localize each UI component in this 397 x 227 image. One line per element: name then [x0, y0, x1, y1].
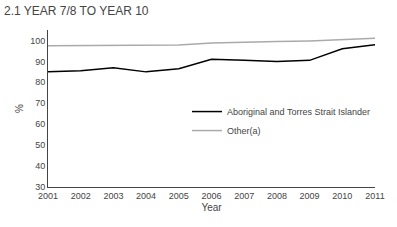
svg-text:2009: 2009 [300, 191, 320, 201]
svg-text:90: 90 [35, 57, 45, 67]
svg-text:2005: 2005 [169, 191, 189, 201]
svg-text:40: 40 [35, 161, 45, 171]
svg-text:2003: 2003 [103, 191, 123, 201]
svg-text:80: 80 [35, 77, 45, 87]
svg-text:2002: 2002 [71, 191, 91, 201]
svg-text:60: 60 [35, 119, 45, 129]
svg-text:%: % [14, 104, 25, 113]
svg-text:70: 70 [35, 98, 45, 108]
svg-text:2.1 YEAR 7/8 TO YEAR 10: 2.1 YEAR 7/8 TO YEAR 10 [4, 4, 149, 18]
svg-text:2007: 2007 [234, 191, 254, 201]
svg-text:2010: 2010 [332, 191, 352, 201]
svg-text:50: 50 [35, 140, 45, 150]
svg-text:Aboriginal and Torres Strait I: Aboriginal and Torres Strait Islander [227, 107, 370, 117]
svg-text:2008: 2008 [267, 191, 287, 201]
svg-text:30: 30 [35, 182, 45, 192]
svg-text:2004: 2004 [136, 191, 156, 201]
svg-text:2006: 2006 [201, 191, 221, 201]
svg-text:Year: Year [201, 202, 222, 213]
svg-text:100: 100 [30, 36, 45, 46]
svg-text:2011: 2011 [365, 191, 384, 201]
svg-text:Other(a): Other(a) [227, 126, 261, 136]
svg-text:2001: 2001 [38, 191, 58, 201]
